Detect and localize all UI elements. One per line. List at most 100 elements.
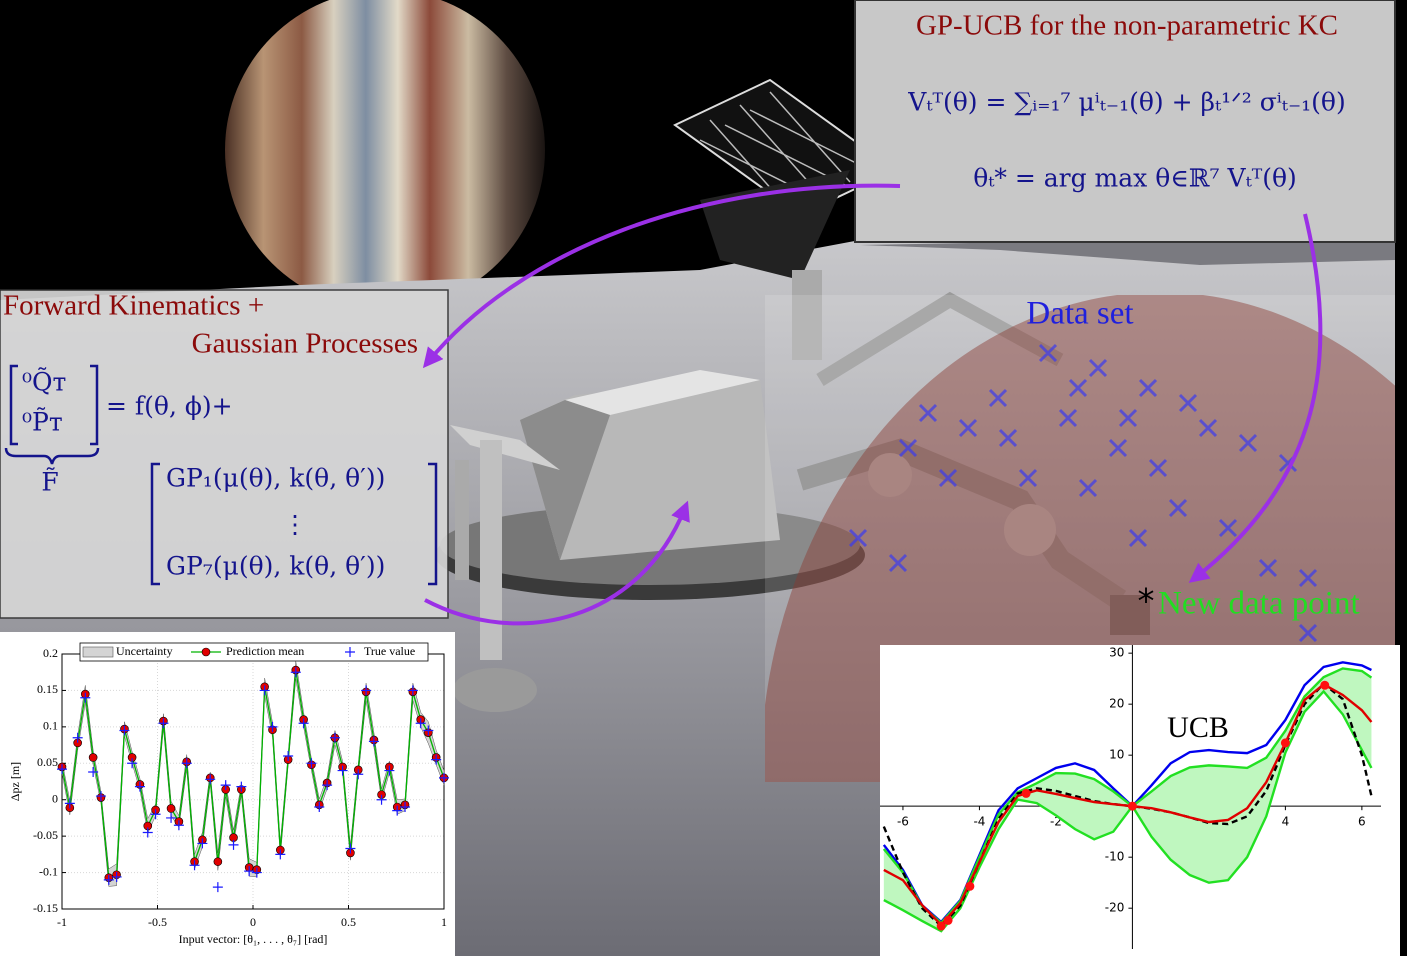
data-point xyxy=(134,781,145,792)
x-axis-label: Input vector: [θ₁, . . . , θ₇] [rad] xyxy=(179,932,328,946)
solar-panel xyxy=(673,78,897,360)
box xyxy=(854,0,1396,243)
x-tick-label: -0.5 xyxy=(148,915,167,929)
legend: Uncertainty Prediction mean True value xyxy=(79,642,429,662)
data-point xyxy=(361,685,372,696)
box-title: GP-UCB for the non-parametric KC xyxy=(916,10,1338,42)
arrow xyxy=(1188,213,1323,583)
new-point-label: New data point xyxy=(1158,586,1360,622)
box-title: Forward Kinematics + xyxy=(3,290,264,322)
gpucb-box: GP-UCB for the non-parametric KC Vₜᵀ(θ) … xyxy=(854,0,1396,243)
legend-label: True value xyxy=(364,644,415,658)
y-tick-label: 10 xyxy=(1109,748,1124,762)
data-point xyxy=(936,921,946,931)
legend-label: Prediction mean xyxy=(226,644,304,658)
x-tick-label: 4 xyxy=(1282,815,1290,829)
y-tick-label: 0 xyxy=(52,791,58,805)
data-point xyxy=(173,820,184,831)
y-tick-label: 0.2 xyxy=(43,646,58,660)
new-point-marker: * xyxy=(1138,582,1155,622)
x-tick-label: -6 xyxy=(897,815,909,829)
x-tick-label: 1 xyxy=(441,915,447,929)
data-point xyxy=(415,718,426,729)
legend-swatch xyxy=(345,647,355,657)
gp-entry: GP₁(μ(θ), k(θ, θ′)) xyxy=(166,464,385,493)
formula: Vₜᵀ(θ) = ∑ᵢ₌₁⁷ μⁱₜ₋₁(θ) + βₜ¹ᐟ² σⁱₜ₋₁(θ) xyxy=(907,88,1345,117)
y-tick-label: -20 xyxy=(1105,901,1125,915)
data-point xyxy=(290,667,301,678)
matrix-entry: ⁰Q̃ᴛ xyxy=(22,368,66,397)
data-point xyxy=(259,685,270,696)
legend-swatch xyxy=(82,646,114,658)
data-point xyxy=(80,692,91,703)
gp-entry: GP₇(μ(θ), k(θ, θ′)) xyxy=(166,552,385,581)
data-point xyxy=(423,725,434,736)
data-point xyxy=(251,867,262,878)
y-axis-label: Δpz [m] xyxy=(8,762,22,801)
gp-dots: ⋮ xyxy=(283,510,308,539)
lander xyxy=(435,291,1150,712)
legend-label: Uncertainty xyxy=(116,644,173,658)
data-point xyxy=(431,754,442,765)
data-point xyxy=(236,781,247,792)
data-point xyxy=(943,915,953,925)
x-tick-label: 0 xyxy=(250,915,256,929)
box xyxy=(0,289,449,619)
data-point xyxy=(965,881,975,891)
data-point xyxy=(205,774,216,785)
data-point xyxy=(127,758,138,769)
matrix-entry: ⁰P̃ᴛ xyxy=(22,408,63,437)
data-set-label: Data set xyxy=(1026,296,1133,332)
y-tick-label: -0.1 xyxy=(39,864,58,878)
data-point xyxy=(275,849,286,860)
data-point xyxy=(88,767,99,778)
formula: θₜ* = arg max θ∈ℝ⁷ Vₜᵀ(θ) xyxy=(973,164,1297,193)
bracket xyxy=(150,462,438,586)
legend-swatch xyxy=(201,647,211,657)
data-point xyxy=(439,772,449,783)
data-point xyxy=(322,780,333,791)
data-point xyxy=(95,791,106,802)
x-tick-label: -2 xyxy=(1050,815,1062,829)
data-point xyxy=(368,736,379,747)
data-point xyxy=(384,765,395,776)
y-tick-label: 30 xyxy=(1109,646,1124,660)
arrows xyxy=(422,183,1323,626)
data-point xyxy=(1280,738,1290,748)
brace-label: F̃ xyxy=(41,468,58,497)
data-point xyxy=(329,732,340,743)
data-point xyxy=(166,804,176,813)
y-tick-label: 0.15 xyxy=(37,682,58,696)
data-point xyxy=(345,843,356,854)
data-point xyxy=(213,857,223,866)
annotation: UCB xyxy=(1167,711,1229,744)
data-point xyxy=(376,794,387,805)
data-point xyxy=(407,685,418,696)
data-set-points xyxy=(848,343,1318,643)
data-point xyxy=(267,721,278,732)
data-point xyxy=(220,780,231,791)
brace xyxy=(4,447,100,465)
data-point xyxy=(111,871,122,882)
chart: -1 -0.5 0 0.5 1 -0.15 -0.1 -0.05 0 0.05 0.1 0.15 0.2… xyxy=(0,632,455,956)
x-tick-label: -1 xyxy=(57,915,67,929)
data-point xyxy=(189,860,200,871)
arrow xyxy=(424,500,690,626)
data-point xyxy=(150,809,161,820)
data-point xyxy=(103,874,114,885)
data-point xyxy=(197,838,208,849)
data-point xyxy=(283,751,294,761)
data-point xyxy=(228,839,239,850)
data-point xyxy=(64,798,75,809)
x-tick-label: -4 xyxy=(973,815,985,829)
data-point xyxy=(314,802,325,812)
data-point xyxy=(57,764,67,775)
fk-box: Forward Kinematics + Gaussian Processes … xyxy=(0,289,449,619)
data-point xyxy=(142,827,153,838)
data-point xyxy=(392,805,403,816)
data-point xyxy=(400,802,411,812)
data-point xyxy=(158,718,169,729)
data-point xyxy=(244,866,255,877)
